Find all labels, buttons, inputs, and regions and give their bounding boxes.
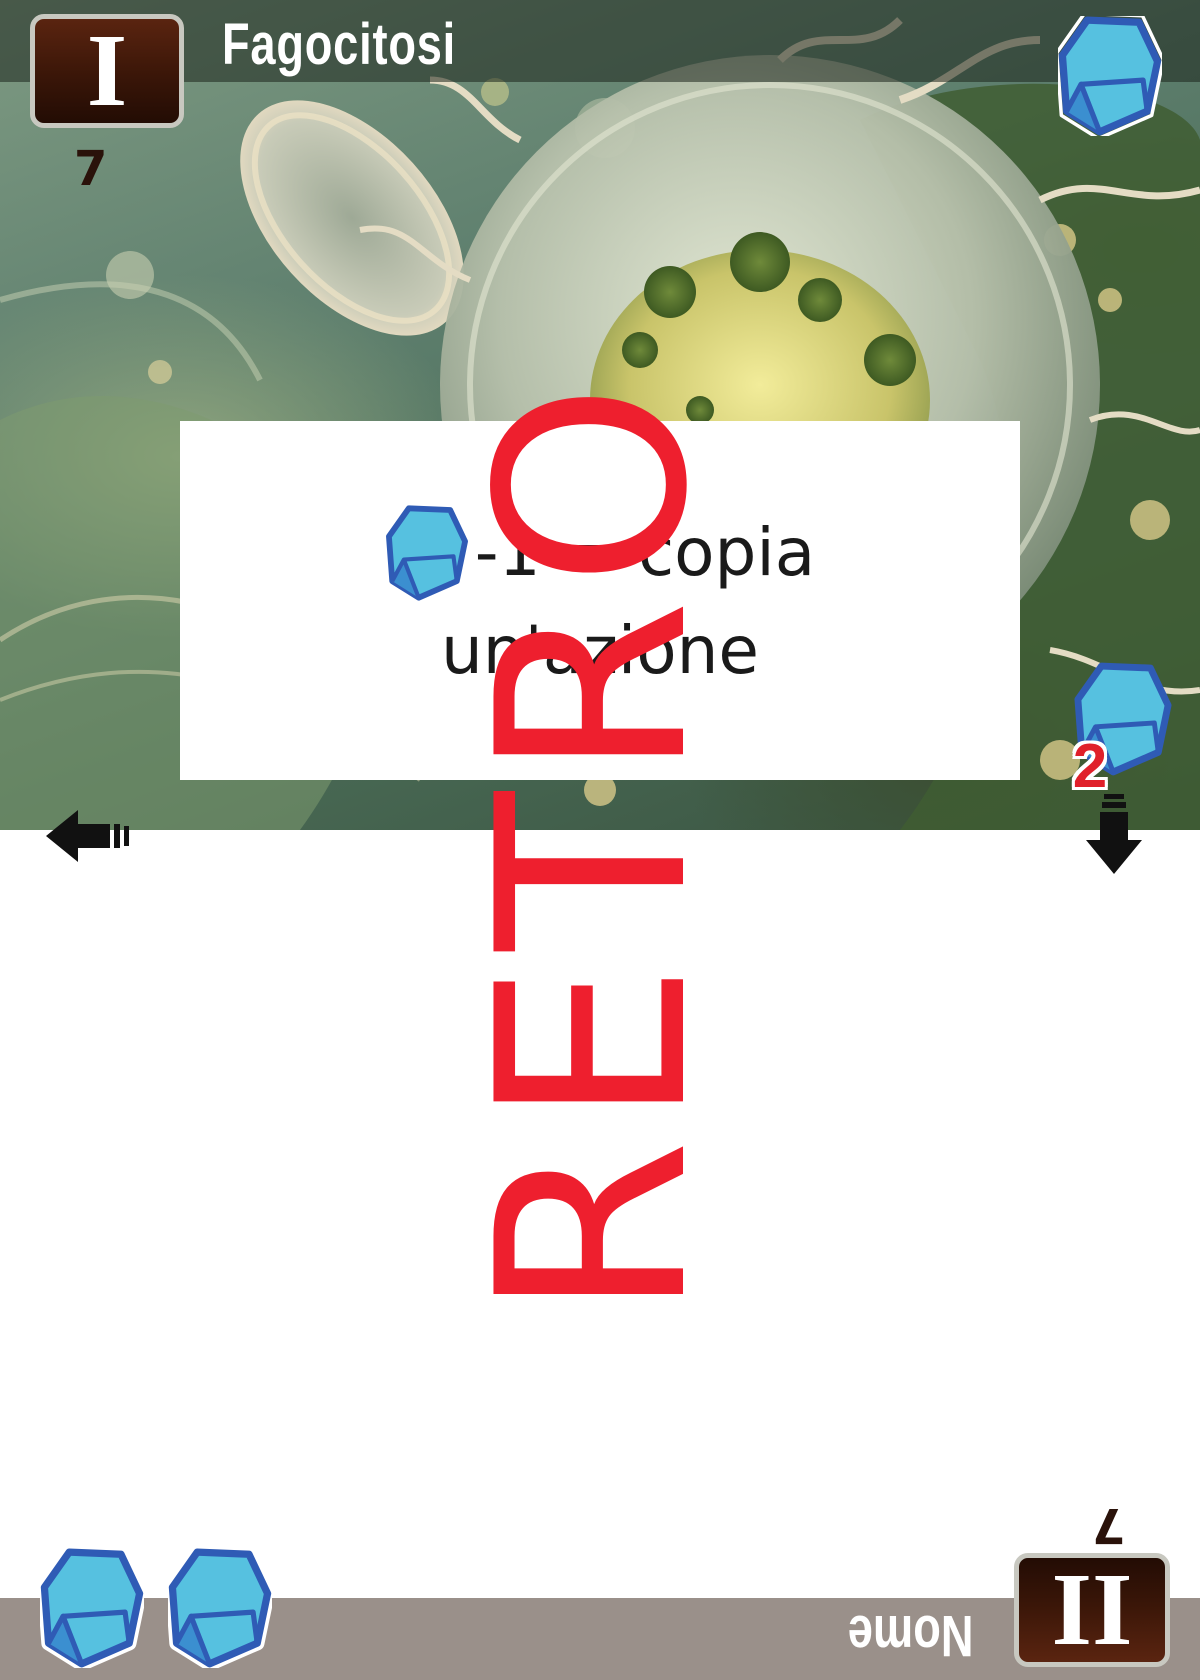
effect-line-2: un'azione bbox=[440, 612, 760, 689]
arrow-down-icon bbox=[1086, 794, 1142, 874]
bottom-card-name: Nome bbox=[847, 1603, 974, 1668]
era-badge-top: I bbox=[30, 14, 184, 128]
watermark-text: RETRO bbox=[443, 370, 745, 1320]
gem-icon bbox=[168, 1548, 272, 1668]
era-label-bottom: II bbox=[1051, 1553, 1133, 1668]
arrow-left-icon bbox=[46, 810, 129, 862]
era-label-top: I bbox=[86, 13, 128, 128]
era-badge-bottom: II bbox=[1014, 1553, 1170, 1668]
gem-count-badge: 2 bbox=[1072, 732, 1108, 801]
card-title: Fagocitosi bbox=[222, 12, 457, 77]
cost-top: 7 bbox=[74, 141, 108, 197]
title-bar bbox=[0, 0, 1200, 82]
effect-line-1: -1 = copia bbox=[180, 505, 1020, 601]
gem-icon bbox=[385, 505, 468, 601]
cost-bottom: 7 bbox=[1092, 1497, 1126, 1553]
effect-text-1: -1 = copia bbox=[474, 514, 816, 591]
gem-icon bbox=[40, 1548, 144, 1668]
gem-icon bbox=[1074, 662, 1172, 776]
effect-box: -1 = copia un'azione bbox=[180, 421, 1020, 780]
gem-icon bbox=[1058, 16, 1162, 136]
